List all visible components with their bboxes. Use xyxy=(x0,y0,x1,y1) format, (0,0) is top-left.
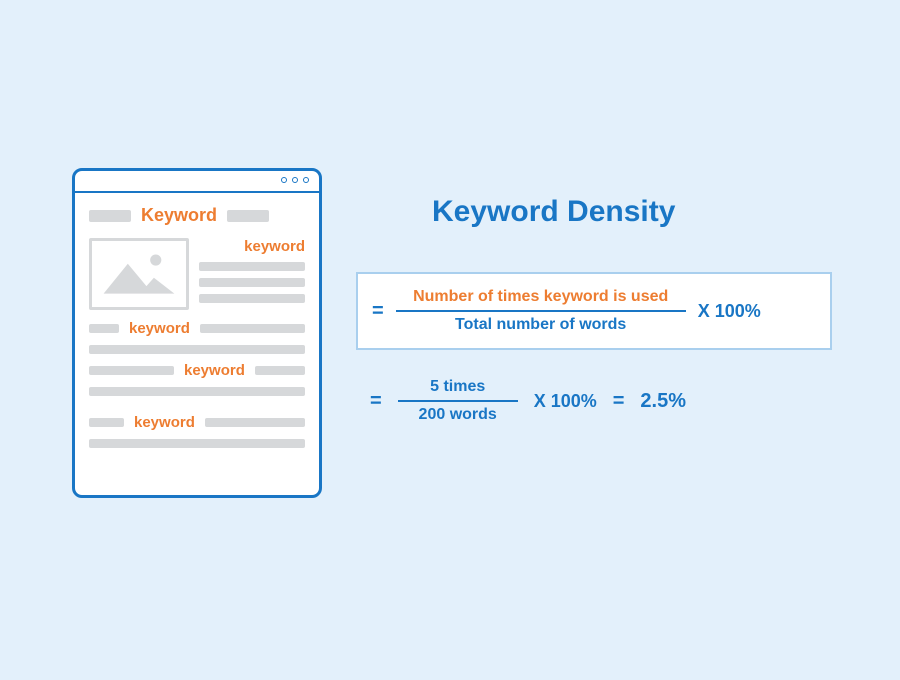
example-denominator: 200 words xyxy=(419,406,497,424)
formula-numerator: Number of times keyword is used xyxy=(413,288,668,306)
browser-window: Keyword keyword xyxy=(72,168,322,498)
window-dot-icon xyxy=(281,177,287,183)
equals-sign: = xyxy=(370,390,382,413)
example-numerator: 5 times xyxy=(430,378,485,396)
example-result: 2.5% xyxy=(640,390,686,413)
placeholder-bar xyxy=(89,210,131,222)
browser-content: Keyword keyword xyxy=(75,193,319,462)
inline-keyword: keyword xyxy=(184,362,245,379)
formula-fraction: Number of times keyword is used Total nu… xyxy=(396,288,686,334)
example-fraction: 5 times 200 words xyxy=(398,378,518,424)
window-controls xyxy=(281,177,309,183)
image-placeholder-icon xyxy=(89,238,189,310)
equals-sign: = xyxy=(613,390,625,413)
fraction-line xyxy=(396,310,686,312)
placeholder-bar xyxy=(199,294,305,303)
window-dot-icon xyxy=(303,177,309,183)
equals-sign: = xyxy=(372,300,384,323)
infographic-canvas: Keyword keyword xyxy=(0,0,900,680)
multiplier-text: X 100% xyxy=(534,391,597,412)
placeholder-bar xyxy=(89,387,305,396)
placeholder-bar xyxy=(200,324,305,333)
placeholder-bar xyxy=(199,278,305,287)
inline-keyword: keyword xyxy=(129,320,190,337)
title-keyword: Keyword xyxy=(141,205,217,226)
placeholder-bar xyxy=(89,366,174,375)
placeholder-bar xyxy=(255,366,305,375)
placeholder-bar xyxy=(199,262,305,271)
browser-titlebar xyxy=(75,171,319,193)
fraction-line xyxy=(398,400,518,402)
formula-box: = Number of times keyword is used Total … xyxy=(356,272,832,350)
main-heading: Keyword Density xyxy=(432,195,675,229)
placeholder-bar xyxy=(89,345,305,354)
multiplier-text: X 100% xyxy=(698,301,761,322)
inline-keyword: keyword xyxy=(244,238,305,255)
placeholder-bar xyxy=(89,418,124,427)
formula-denominator: Total number of words xyxy=(455,316,626,334)
placeholder-bar xyxy=(205,418,305,427)
example-calculation: = 5 times 200 words X 100% = 2.5% xyxy=(370,378,686,424)
placeholder-bar xyxy=(89,324,119,333)
placeholder-bar xyxy=(227,210,269,222)
window-dot-icon xyxy=(292,177,298,183)
placeholder-bar xyxy=(89,439,305,448)
inline-keyword: keyword xyxy=(134,414,195,431)
